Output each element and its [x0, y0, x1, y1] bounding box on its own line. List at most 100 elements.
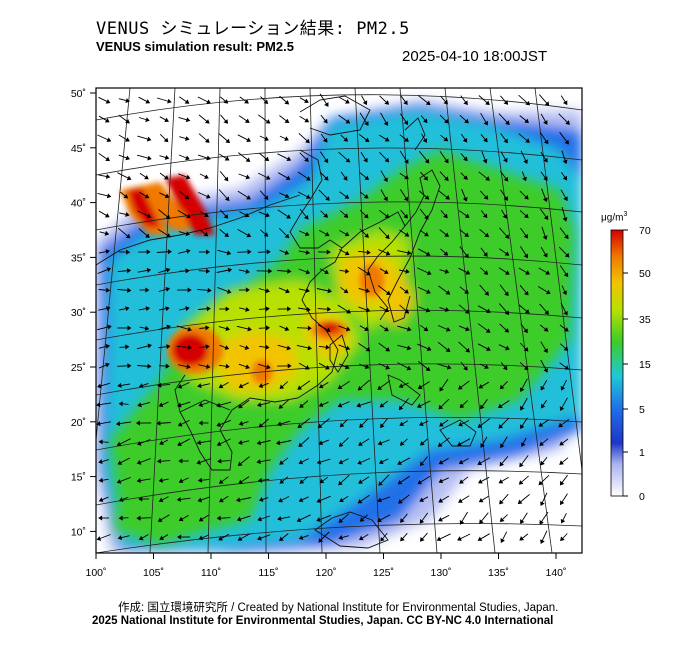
wind-arrow-head: [457, 536, 462, 541]
wind-arrow-head: [384, 100, 390, 105]
wind-arrow-head: [465, 270, 471, 275]
wind-arrow-head: [377, 385, 383, 390]
wind-arrow-head: [98, 439, 103, 445]
wind-arrow-head: [400, 518, 405, 523]
wind-arrow-head: [326, 249, 331, 255]
wind-arrow-head: [97, 383, 102, 389]
wind-arrow-head: [146, 213, 152, 219]
wind-arrow-head: [543, 120, 548, 125]
coastlines: [96, 95, 477, 549]
wind-arrow-head: [406, 326, 412, 332]
wind-arrow-head: [519, 462, 524, 468]
wind-arrow-head: [245, 174, 251, 180]
wind-arrow-head: [238, 403, 243, 409]
wind-arrow-head: [125, 118, 130, 124]
wind-arrow-head: [104, 213, 110, 218]
wind-arrow-head: [206, 155, 211, 161]
colorbar-tick-label: 0: [639, 491, 645, 503]
wind-arrow-head: [463, 365, 468, 371]
lon-tick-label: 120˚: [315, 567, 336, 579]
wind-arrow-head: [125, 98, 130, 103]
wind-arrow-head: [504, 310, 510, 316]
wind-arrow-head: [543, 327, 549, 332]
wind-arrow-head: [305, 194, 311, 199]
wind-arrow-head: [502, 365, 508, 371]
wind-arrow-head: [177, 383, 183, 389]
wind-arrow-head: [443, 213, 448, 219]
wind-arrow-head: [207, 287, 212, 293]
lat-tick-label: 40˚: [71, 198, 86, 210]
wind-arrow-head: [279, 460, 284, 465]
graticule: [96, 88, 582, 553]
wind-arrow-head: [517, 499, 523, 505]
wind-arrow-head: [438, 516, 443, 522]
wind-arrow-head: [279, 536, 284, 542]
colorbar-tick-label: 15: [639, 359, 651, 371]
wind-arrow-head: [504, 291, 509, 297]
wind-arrow-head: [136, 460, 142, 465]
wind-arrow-head: [543, 157, 548, 163]
wind-arrow-head: [166, 324, 171, 330]
wind-arrow-head: [245, 268, 250, 274]
wind-arrow-head: [187, 344, 192, 350]
wind-arrow-head: [343, 137, 349, 142]
wind-arrow-head: [519, 536, 525, 541]
wind-arrow-head: [562, 100, 568, 106]
wind-arrow-head: [265, 288, 271, 294]
wind-arrow-head: [298, 535, 304, 540]
wind-arrow-head: [138, 383, 144, 388]
lat-tick-label: 30˚: [71, 307, 86, 319]
wind-arrow-head: [158, 477, 164, 483]
wind-arrow-head: [500, 443, 505, 449]
wind-arrow-head: [323, 118, 328, 124]
lat-tick-label: 20˚: [71, 417, 86, 429]
wind-arrow-head: [98, 477, 104, 483]
wind-arrow-head: [419, 461, 425, 467]
wind-arrow-head: [405, 268, 410, 274]
wind-arrow-head: [286, 214, 291, 219]
wind-arrow-head: [268, 268, 273, 274]
wind-arrow-head: [105, 156, 110, 162]
wind-arrow-head: [316, 459, 322, 465]
wind-arrow-head: [318, 538, 324, 543]
wind-arrow-head: [540, 385, 546, 391]
wind-arrow-head: [278, 404, 284, 409]
wind-arrow-head: [362, 100, 368, 106]
wind-arrow-head: [224, 196, 230, 202]
wind-arrow-head: [218, 479, 224, 484]
wind-arrow-head: [398, 499, 403, 504]
wind-arrow-head: [498, 424, 504, 429]
wind-arrow-head: [198, 516, 204, 522]
wind-arrow-head: [156, 458, 162, 464]
wind-arrow-head: [325, 196, 330, 201]
wind-arrow-head: [159, 535, 165, 540]
wind-arrow-head: [404, 289, 409, 294]
wind-arrow-head: [365, 346, 371, 352]
lat-tick-label: 10˚: [71, 526, 86, 538]
wind-arrow-head: [560, 518, 566, 524]
wind-arrow-head: [177, 421, 183, 427]
wind-arrow-head: [98, 459, 103, 464]
wind-arrow-head: [238, 420, 244, 426]
wind-arrow-head: [224, 156, 230, 161]
wind-arrow-head: [158, 497, 164, 503]
wind-arrow-head: [223, 176, 229, 182]
wind-arrow-head: [384, 213, 390, 219]
wind-arrow-head: [358, 479, 363, 484]
wind-arrow-head: [384, 137, 390, 142]
wind-arrow-head: [522, 176, 527, 182]
wind-arrow-head: [187, 326, 192, 332]
wind-arrow-head: [116, 479, 122, 484]
wind-arrow-head: [560, 385, 566, 391]
wind-arrow-head: [279, 384, 285, 389]
wind-arrow-head: [324, 231, 330, 237]
wind-arrow-head: [176, 496, 182, 502]
wind-arrow-head: [424, 158, 430, 164]
wind-arrow-head: [164, 154, 170, 160]
wind-arrow-head: [284, 193, 290, 199]
wind-arrow-head: [266, 364, 271, 370]
lon-tick-label: 140˚: [545, 567, 566, 579]
wind-arrow-head: [324, 269, 329, 274]
wind-arrow-head: [218, 383, 224, 389]
wind-arrow-head: [562, 159, 568, 165]
